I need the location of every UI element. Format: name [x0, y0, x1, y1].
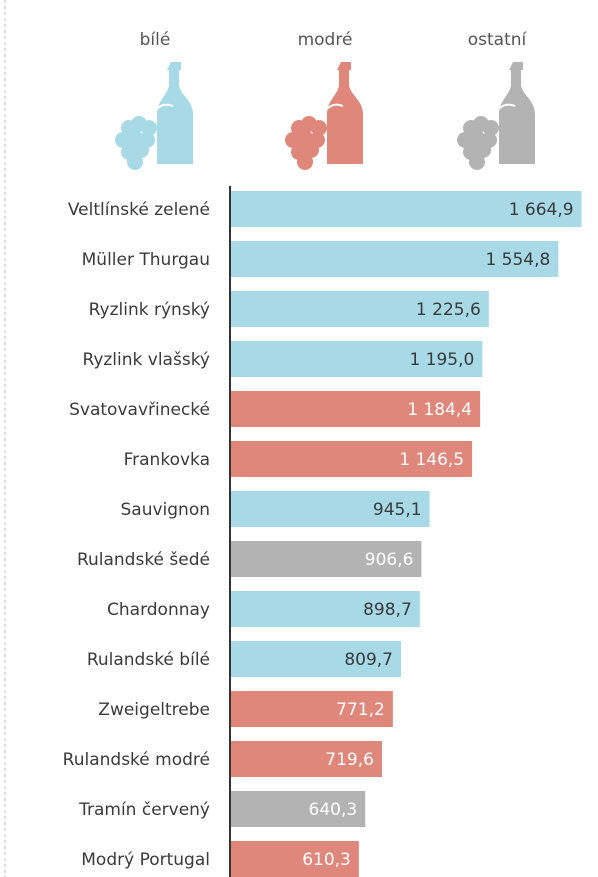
legend-icon	[457, 62, 535, 170]
value-label: 1 664,9	[509, 200, 574, 220]
value-label: 898,7	[363, 600, 412, 620]
bar	[230, 291, 489, 327]
category-label: Ryzlink vlašský	[82, 350, 210, 370]
grape	[285, 132, 301, 148]
category-label: Rulandské modré	[63, 750, 210, 770]
grape	[127, 154, 143, 170]
bottle	[499, 62, 535, 164]
legend-label: bílé	[140, 30, 171, 50]
grape	[141, 120, 157, 136]
category-label: Veltlínské zelené	[68, 200, 210, 220]
category-label: Chardonnay	[107, 600, 210, 620]
value-label: 1 146,5	[399, 450, 464, 470]
value-label: 771,2	[336, 700, 385, 720]
bar	[230, 241, 559, 277]
bar	[230, 541, 422, 577]
bottle	[327, 62, 363, 164]
category-label: Zweigeltrebe	[98, 700, 210, 720]
grape	[297, 154, 313, 170]
stem	[490, 103, 516, 121]
value-label: 719,6	[325, 750, 374, 770]
stem	[318, 103, 344, 121]
bottle	[157, 62, 193, 164]
value-label: 1 554,8	[485, 250, 550, 270]
legend-label: ostatní	[468, 30, 528, 50]
category-label: Rulandské šedé	[77, 550, 210, 570]
category-label: Rulandské bílé	[87, 650, 210, 670]
bar	[230, 191, 582, 227]
bar	[230, 841, 359, 877]
value-label: 1 195,0	[409, 350, 474, 370]
grape	[457, 132, 473, 148]
category-label: Modrý Portugal	[81, 850, 210, 870]
grape	[469, 130, 485, 146]
legend-label: modré	[298, 30, 353, 50]
category-label: Ryzlink rýnský	[89, 300, 210, 320]
grape	[475, 142, 491, 158]
bar	[230, 741, 382, 777]
value-label: 945,1	[373, 500, 422, 520]
value-label: 640,3	[309, 800, 358, 820]
category-label: Tramín červený	[78, 800, 210, 820]
legend-icon	[115, 62, 193, 170]
bar	[230, 641, 401, 677]
value-label: 1 184,4	[407, 400, 472, 420]
bar	[230, 491, 430, 527]
grape	[303, 142, 319, 158]
value-label: 1 225,6	[416, 300, 481, 320]
grape	[127, 130, 143, 146]
grape	[297, 130, 313, 146]
grape	[483, 120, 499, 136]
bar	[230, 391, 481, 427]
bar	[230, 791, 366, 827]
grape	[115, 132, 131, 148]
category-label: Frankovka	[124, 450, 210, 470]
category-label: Müller Thurgau	[82, 250, 210, 270]
grape	[311, 120, 327, 136]
bar	[230, 591, 420, 627]
value-label: 809,7	[344, 650, 393, 670]
bar	[230, 341, 483, 377]
bar	[230, 691, 393, 727]
stem	[148, 103, 174, 121]
category-label: Sauvignon	[120, 500, 210, 520]
category-label: Svatovavřinecké	[69, 400, 210, 420]
bar	[230, 441, 473, 477]
grape	[469, 154, 485, 170]
value-label: 610,3	[302, 850, 351, 870]
value-label: 906,6	[365, 550, 414, 570]
legend-icon	[285, 62, 363, 170]
grape	[133, 142, 149, 158]
